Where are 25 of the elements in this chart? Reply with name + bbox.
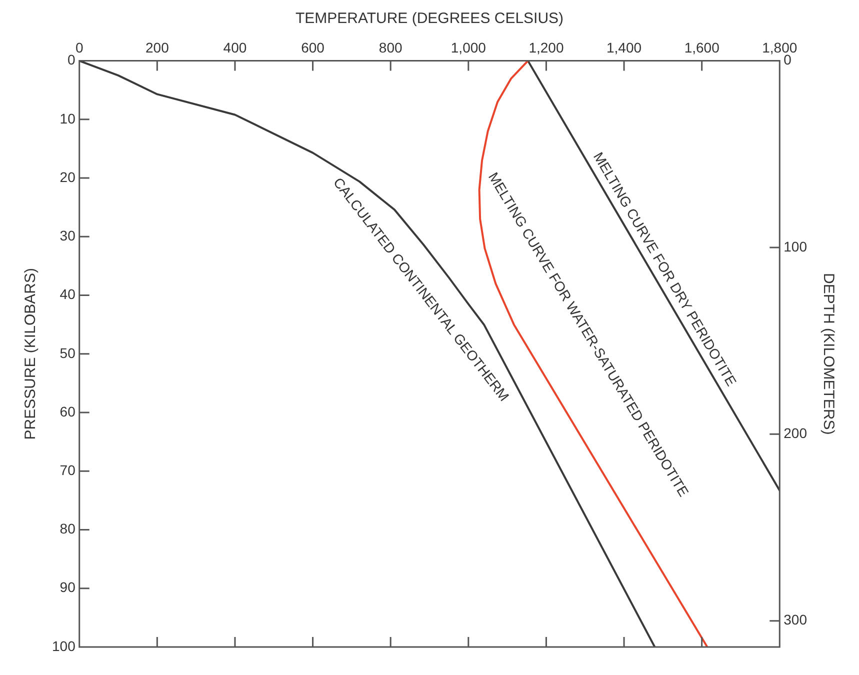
y-tick-label: 10 (60, 110, 76, 126)
y-axis-title: PRESSURE (KILOBARS) (22, 268, 40, 440)
y-tick-label: 100 (52, 638, 76, 654)
x-tick-label: 600 (301, 39, 325, 56)
x-tick-label: 1,400 (606, 39, 642, 56)
x-tick-label: 400 (223, 39, 247, 56)
y-tick-label: 30 (60, 228, 76, 244)
y-tick-label: 60 (60, 403, 76, 420)
y-tick-label: 70 (60, 462, 76, 478)
x-tick-label: 800 (378, 39, 402, 56)
y-tick-label: 20 (60, 168, 76, 185)
y-tick-label: 90 (60, 579, 76, 596)
y-tick-label: 80 (60, 520, 76, 537)
x-tick-label: 1,000 (450, 39, 486, 56)
y2-axis-title: DEPTH (KILOMETERS) (820, 273, 837, 435)
y-tick-label: 50 (60, 344, 76, 361)
x-tick-label: 1,200 (528, 39, 564, 56)
y2-tick-label: 300 (784, 612, 808, 628)
y2-tick-label: 100 (784, 238, 808, 254)
y-tick-label: 40 (60, 286, 76, 302)
x-axis-title: TEMPERATURE (DEGREES CELSIUS) (295, 10, 564, 28)
y2-tick-label: 200 (784, 425, 808, 442)
x-tick-label: 200 (145, 39, 170, 56)
y-tick-label: 0 (68, 52, 76, 68)
x-tick-label: 1,600 (684, 39, 720, 56)
